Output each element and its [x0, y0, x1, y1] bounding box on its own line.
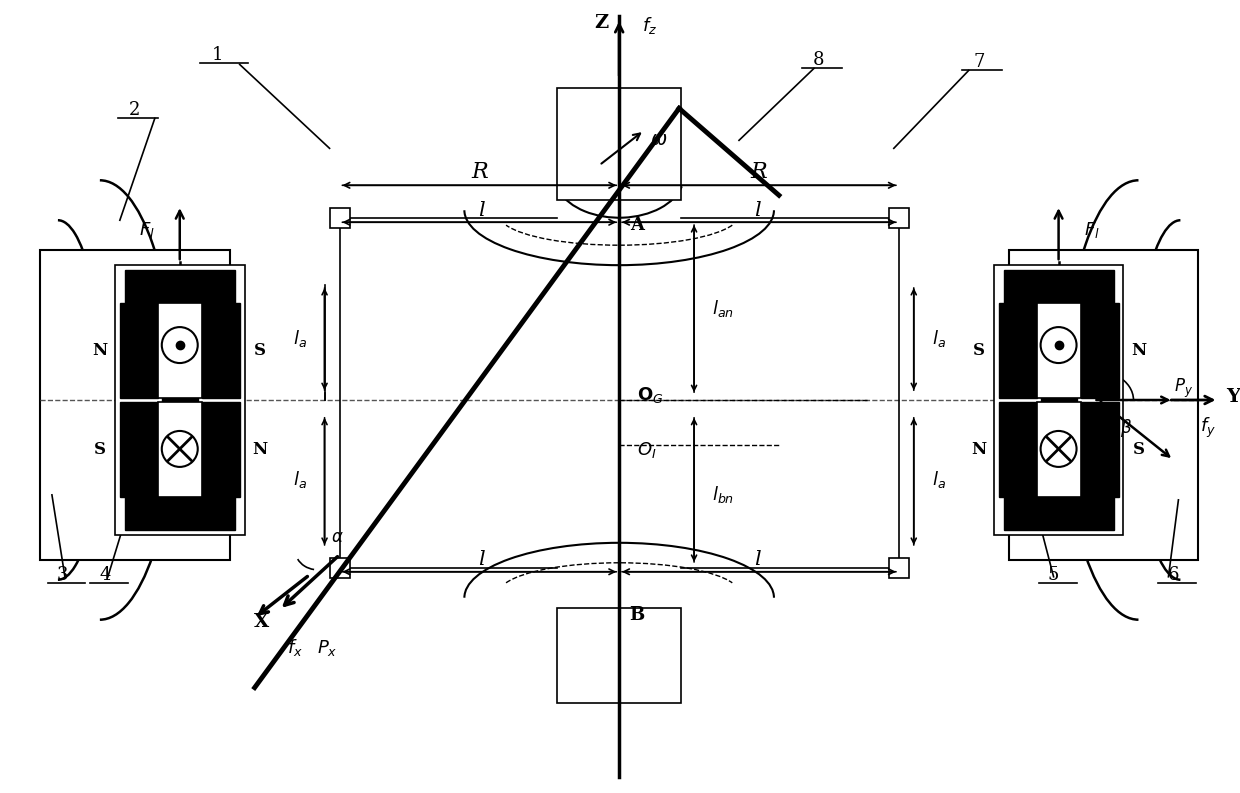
Text: $P_x$: $P_x$ [317, 638, 337, 657]
Text: 3: 3 [56, 565, 68, 584]
Bar [1040, 390, 1076, 425]
Text: S: S [1070, 277, 1083, 293]
Text: N: N [154, 507, 170, 523]
Bar [157, 303, 202, 398]
Text: $\omega$: $\omega$ [651, 132, 668, 149]
Text: 6: 6 [1168, 565, 1179, 584]
Bar [202, 303, 239, 398]
Text: B: B [630, 606, 645, 624]
Text: $l_a$: $l_a$ [931, 328, 946, 349]
Text: N: N [1033, 277, 1048, 293]
Text: S: S [184, 507, 196, 523]
Text: N: N [1131, 342, 1146, 358]
Text: $l_a$: $l_a$ [293, 469, 306, 490]
Circle shape [161, 327, 197, 363]
Text: 7: 7 [973, 53, 985, 71]
Text: $\mathbf{O}_G$: $\mathbf{O}_G$ [637, 385, 663, 405]
Text: $l_a$: $l_a$ [293, 328, 306, 349]
Text: S: S [156, 277, 167, 293]
Text: 8: 8 [813, 52, 825, 70]
Text: $l_a$: $l_a$ [931, 469, 946, 490]
Text: l: l [754, 201, 760, 220]
Text: N: N [1061, 507, 1076, 523]
Text: $\beta$: $\beta$ [1121, 417, 1132, 439]
Text: A: A [630, 216, 644, 234]
Text: $f_x$: $f_x$ [286, 637, 303, 658]
Text: Y: Y [1226, 388, 1240, 406]
Text: $l_{bn}$: $l_{bn}$ [712, 485, 734, 505]
Bar [330, 557, 350, 578]
Text: S: S [254, 342, 265, 358]
Text: $P_y$: $P_y$ [1174, 377, 1193, 400]
Text: l: l [479, 550, 485, 569]
Bar [1080, 303, 1118, 398]
Bar [120, 303, 157, 398]
Circle shape [161, 431, 197, 467]
Text: 2: 2 [129, 102, 140, 120]
Text: $F_l$: $F_l$ [1084, 220, 1100, 240]
Bar [993, 265, 1123, 534]
Text: $l_{an}$: $l_{an}$ [712, 297, 734, 319]
Text: R: R [471, 161, 487, 183]
Text: $f_z$: $f_z$ [641, 15, 657, 36]
Bar [557, 88, 681, 201]
Text: R: R [750, 161, 768, 183]
Text: $O_I$: $O_I$ [637, 440, 657, 460]
Bar [889, 209, 909, 228]
Bar [557, 607, 681, 703]
Text: $f_y$: $f_y$ [1200, 416, 1216, 440]
Bar [202, 402, 239, 497]
Text: X: X [254, 613, 269, 630]
Bar [998, 303, 1037, 398]
Text: $F_l$: $F_l$ [139, 220, 155, 240]
Bar [120, 402, 157, 497]
Bar [157, 402, 202, 497]
Bar [1008, 251, 1198, 560]
Text: $\alpha$: $\alpha$ [331, 529, 343, 546]
Text: N: N [92, 342, 108, 358]
Bar [998, 402, 1037, 497]
Text: Z: Z [594, 13, 609, 32]
Text: N: N [252, 442, 267, 458]
Circle shape [1040, 327, 1076, 363]
Text: l: l [479, 201, 485, 220]
Text: S: S [94, 442, 105, 458]
Text: S: S [1034, 507, 1047, 523]
Text: S: S [972, 342, 985, 358]
Text: S: S [1132, 442, 1145, 458]
Text: N: N [971, 442, 986, 458]
Bar [125, 495, 234, 530]
Bar [161, 390, 197, 425]
Bar [330, 209, 350, 228]
Bar [1080, 402, 1118, 497]
Bar [1037, 402, 1080, 497]
Bar [125, 270, 234, 305]
Text: 5: 5 [1048, 565, 1059, 584]
Bar [115, 265, 244, 534]
Circle shape [1040, 431, 1076, 467]
Text: N: N [190, 277, 206, 293]
Bar [40, 251, 229, 560]
Text: 1: 1 [212, 47, 223, 64]
Bar [1003, 270, 1114, 305]
Bar [1037, 303, 1080, 398]
Text: 4: 4 [99, 565, 110, 584]
Text: l: l [754, 550, 760, 569]
Bar [1003, 495, 1114, 530]
Bar [889, 557, 909, 578]
